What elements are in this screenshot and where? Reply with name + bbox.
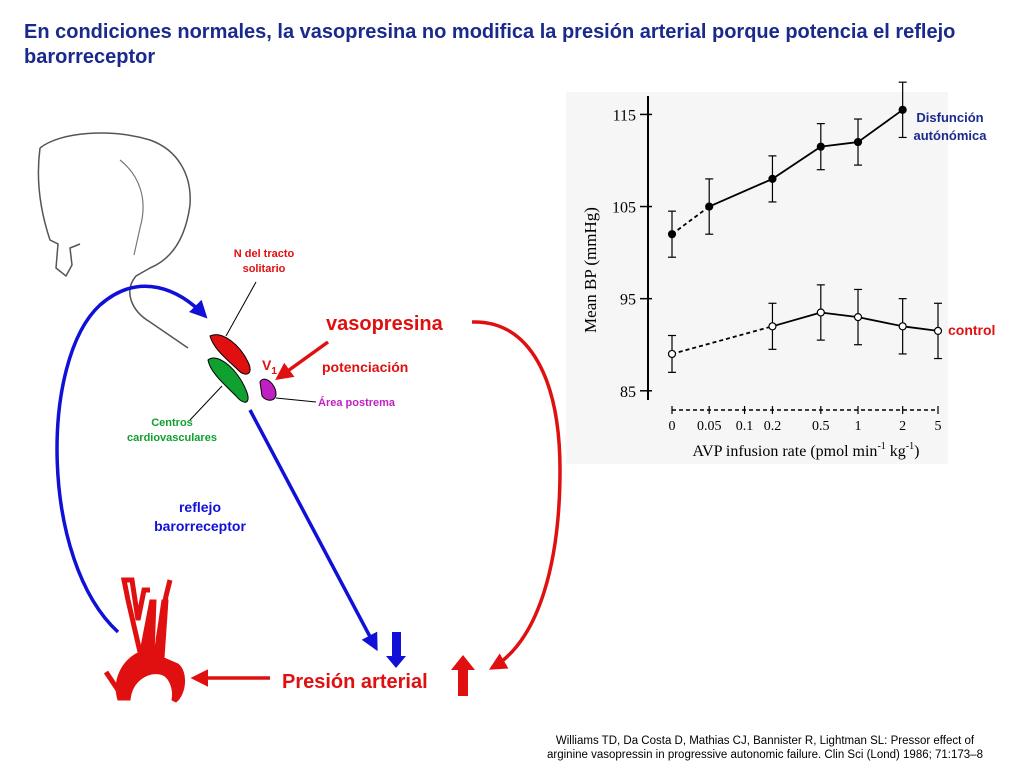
chart-background: [566, 92, 948, 464]
y-tick-label-115: 115: [613, 107, 636, 124]
head-inner-outline: [119, 159, 144, 256]
series-1-segment-4: [902, 325, 939, 332]
aortic-arch-icon: [103, 577, 185, 703]
series-1-point-2: [816, 308, 825, 317]
series-0-point-0: [667, 230, 677, 239]
series-autonomic-label-line1: Disfunción: [916, 110, 983, 125]
x-tick-label-4: 0.5: [812, 419, 830, 434]
potenciacion-arrow: [275, 340, 330, 381]
x-tick-label-7: 5: [935, 419, 942, 434]
area-pointer: [275, 397, 317, 403]
nts-shape: [209, 334, 251, 375]
series-0-segment-1: [708, 178, 773, 208]
citation: Williams TD, Da Costa D, Mathias CJ, Ban…: [520, 734, 1010, 762]
presion-arterial-label: Presión arterial: [282, 671, 428, 693]
x-tick-label-3: 0.2: [764, 419, 782, 434]
area-postrema-shape: [259, 378, 277, 401]
potenciacion-label: potenciación: [322, 359, 408, 375]
head-outline: [37, 132, 191, 349]
centros-pointer: [189, 385, 223, 421]
vasopressin-pressure-arrow: [471, 320, 562, 670]
series-0-point-1: [705, 202, 714, 211]
pressure-down-arrow: [386, 632, 406, 668]
citation-line1: Williams TD, Da Costa D, Mathias CJ, Ban…: [555, 735, 975, 747]
centros-shape: [207, 357, 249, 403]
series-1-point-4: [898, 322, 907, 331]
baroreflex-afferent-arrow: [55, 284, 208, 634]
series-1-segment-1: [772, 311, 822, 328]
x-tick-label-1: 0.05: [697, 419, 722, 434]
citation-line2: arginine vasopressin in progressive auto…: [547, 749, 983, 761]
series-0-segment-4: [857, 109, 904, 143]
series-autonomic-label-line2: autónómica: [914, 128, 988, 143]
centros-label-line2: cardiovasculares: [127, 432, 217, 444]
area-postrema-label: Área postrema: [318, 396, 396, 409]
series-0-point-2: [768, 174, 777, 184]
y-tick-label-85: 85: [620, 384, 636, 401]
series-1-point-1: [768, 322, 777, 331]
centros-label-line1: Centros: [151, 417, 193, 429]
chart-ylabel: Mean BP (mmHg): [581, 207, 600, 333]
nts-label-line1: N del tracto: [234, 248, 295, 260]
series-control-label: control: [948, 322, 995, 338]
series-1-segment-2: [820, 311, 859, 318]
v1-label: V1: [262, 357, 277, 377]
x-tick-label-6: 2: [899, 419, 906, 434]
pressure-up-arrow: [451, 655, 475, 696]
x-tick-label-0: 0: [669, 419, 676, 434]
series-0-segment-2: [771, 145, 822, 180]
series-1-point-0: [667, 349, 677, 359]
y-tick-label-105: 105: [612, 200, 636, 217]
nts-label-line2: solitario: [243, 263, 286, 275]
chart-xlabel: AVP infusion rate (pmol min-1 kg-1): [693, 441, 920, 460]
x-tick-label-2: 0.1: [736, 419, 754, 434]
nts-pointer: [225, 281, 257, 337]
bp-chart: 85 95 105 115 0 0.05 0.1 0.2 0.5 1 2 5 Mean BP (mmH…: [566, 81, 995, 464]
vasopresina-label: vasopresina: [326, 313, 444, 335]
x-tick-label-5: 1: [855, 419, 862, 434]
series-1-segment-0: [671, 325, 773, 355]
reflejo-label-line2: barorreceptor: [154, 518, 246, 534]
series-1-point-5: [933, 326, 943, 336]
series-0-point-3: [816, 142, 825, 151]
series-0-segment-3: [820, 141, 859, 148]
baroreflex-efferent-arrow: [248, 409, 378, 652]
y-tick-label-95: 95: [620, 292, 636, 309]
series-0-point-4: [853, 137, 863, 147]
series-0-point-5: [898, 105, 907, 114]
series-1-segment-3: [857, 316, 903, 328]
series-0-segment-0: [671, 205, 710, 235]
reflejo-label-line1: reflejo: [179, 499, 221, 515]
slide-title: En condiciones normales, la vasopresina …: [24, 21, 956, 68]
series-1-point-3: [853, 312, 863, 322]
